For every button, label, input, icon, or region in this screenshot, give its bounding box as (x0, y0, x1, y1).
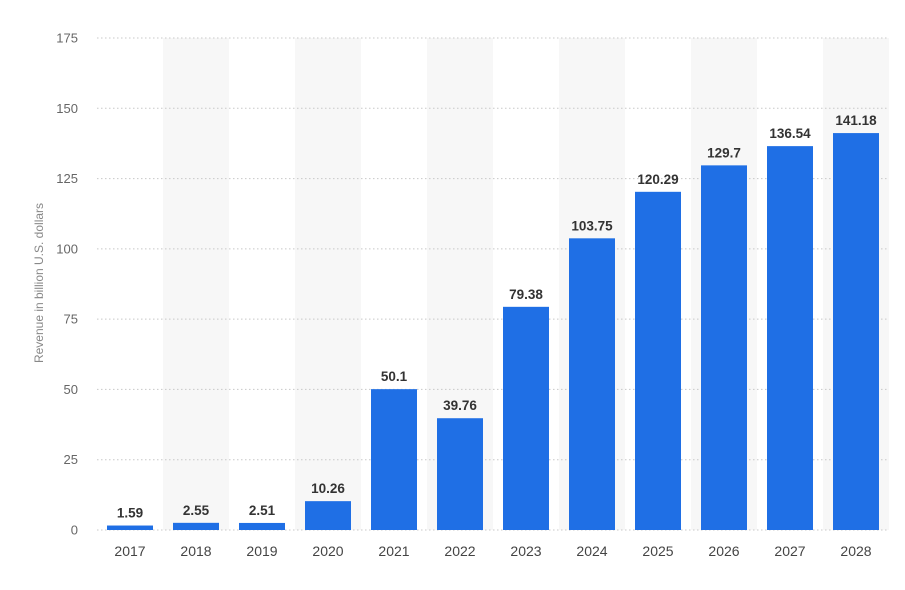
data-label: 50.1 (381, 369, 408, 384)
bar (239, 522, 285, 530)
x-tick-label: 2022 (444, 543, 475, 559)
x-tick-label: 2026 (708, 543, 739, 559)
data-label: 141.18 (835, 113, 877, 128)
y-tick-label: 0 (71, 523, 78, 538)
data-label: 129.7 (707, 145, 741, 160)
data-label: 39.76 (443, 398, 477, 413)
x-tick-label: 2023 (510, 543, 541, 559)
x-tick-label: 2025 (642, 543, 673, 559)
x-tick-label: 2017 (114, 543, 145, 559)
y-tick-label: 50 (64, 382, 78, 397)
y-tick-label: 150 (56, 101, 78, 116)
y-axis-title: Revenue in billion U.S. dollars (32, 203, 46, 363)
data-labels: 1.59 2.55 2.51 10.26 50.1 39.76 79.38 103.75 120… (117, 113, 877, 520)
x-tick-label: 2018 (180, 543, 211, 559)
x-tick-label: 2019 (246, 543, 277, 559)
bar (107, 525, 153, 530)
data-label: 103.75 (571, 218, 613, 233)
bar (635, 191, 681, 530)
data-label: 136.54 (769, 126, 811, 141)
data-label: 1.59 (117, 506, 143, 521)
y-tick-label: 75 (64, 312, 78, 327)
bar (503, 306, 549, 530)
x-tick-label: 2020 (312, 543, 343, 559)
data-label: 2.55 (183, 503, 210, 518)
y-tick-label: 25 (64, 452, 78, 467)
bar (701, 165, 747, 530)
y-tick-label: 125 (56, 171, 78, 186)
x-tick-label: 2024 (576, 543, 607, 559)
data-label: 2.51 (249, 503, 276, 518)
x-axis-ticks: 2017 2018 2019 2020 2021 2022 2023 2024 2025 2026… (114, 543, 871, 559)
background-band (163, 38, 229, 530)
background-band (295, 38, 361, 530)
y-tick-label: 175 (56, 31, 78, 46)
bar (569, 238, 615, 531)
data-label: 79.38 (509, 287, 543, 302)
bar (371, 389, 417, 530)
data-label: 10.26 (311, 481, 345, 496)
bar (173, 522, 219, 530)
bar (305, 501, 351, 530)
data-label: 120.29 (637, 172, 678, 187)
y-axis-ticks: 0 25 50 75 100 125 150 175 (56, 31, 78, 538)
bars (107, 133, 879, 531)
x-tick-label: 2028 (840, 543, 871, 559)
bar (437, 418, 483, 530)
bar (767, 146, 813, 530)
x-tick-label: 2021 (378, 543, 409, 559)
bar (833, 133, 879, 530)
y-tick-label: 100 (56, 241, 78, 256)
x-tick-label: 2027 (774, 543, 805, 559)
